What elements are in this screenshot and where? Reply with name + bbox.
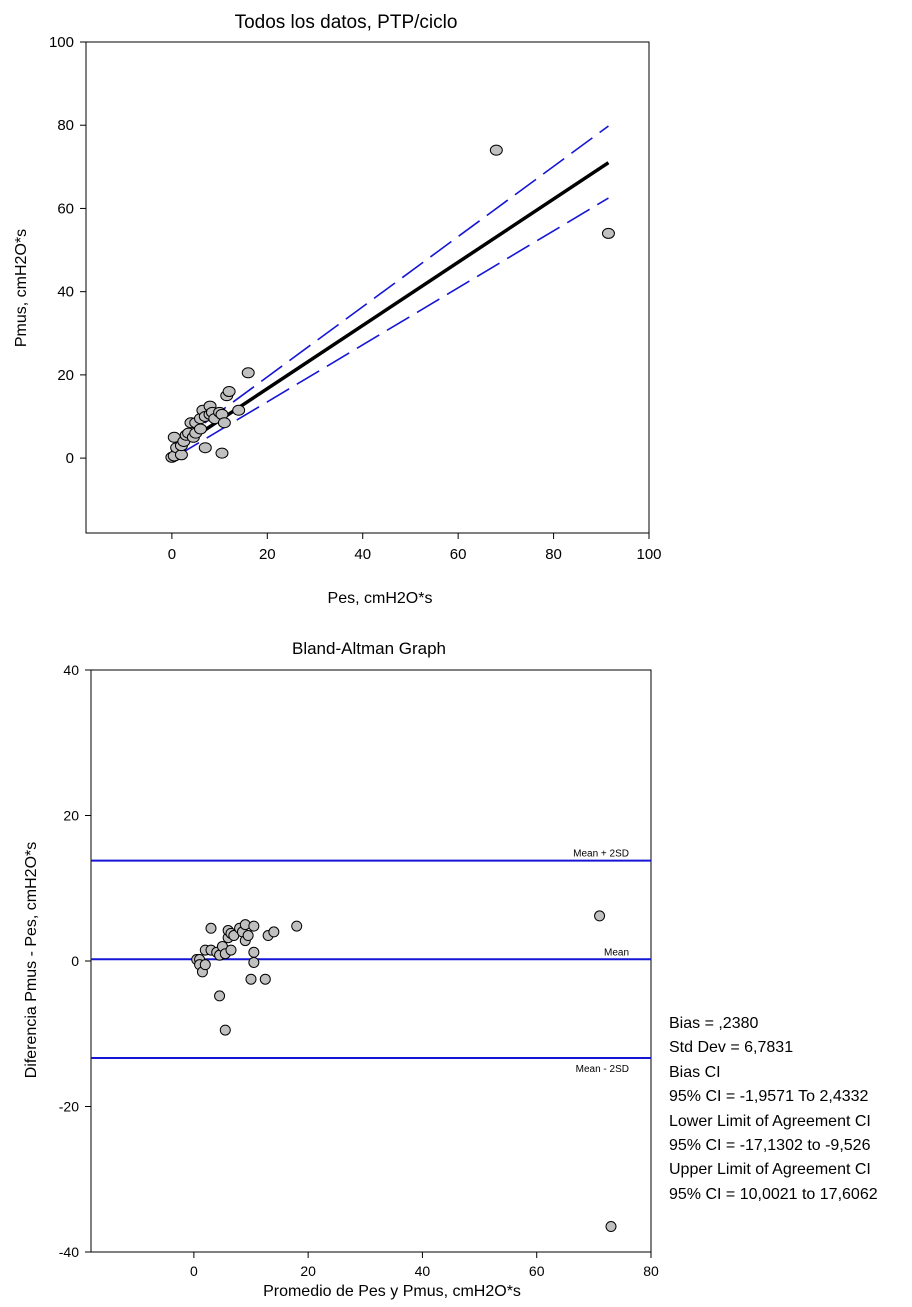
chart1-y-tick-label: 60 xyxy=(57,200,74,217)
chart1-y-tick-label: 40 xyxy=(57,284,74,301)
bias-ci-title: Bias CI xyxy=(669,1061,878,1085)
chart2-x-tick-label: 60 xyxy=(529,1263,545,1279)
bias-ci-text: 95% CI = -1,9571 To 2,4332 xyxy=(669,1085,878,1109)
chart1-data-point xyxy=(490,145,502,155)
chart1-y-tick-label: 100 xyxy=(49,34,74,51)
chart2-data-point xyxy=(269,927,279,937)
chart1-confidence-upper-line xyxy=(177,126,609,443)
chart1-data-point xyxy=(195,424,207,434)
chart2-data-point xyxy=(249,947,259,957)
chart2-title: Bland-Altman Graph xyxy=(292,639,446,658)
chart2-data-point xyxy=(226,945,236,955)
chart1-y-tick-label: 0 xyxy=(66,450,74,467)
chart2-data-point xyxy=(243,931,253,941)
chart2-x-tick-label: 80 xyxy=(643,1263,659,1279)
chart2-y-tick-label: 40 xyxy=(63,662,79,678)
chart1-y-label: Pmus, cmH2O*s xyxy=(13,229,30,347)
chart2-data-point xyxy=(206,923,216,933)
chart1-data-point xyxy=(602,228,614,238)
lower-loa-ci-text: 95% CI = -17,1302 to -9,526 xyxy=(669,1134,878,1158)
chart1-x-tick-label: 80 xyxy=(545,546,562,563)
chart1-y-axis: 0 20 40 60 80 100 xyxy=(49,34,86,467)
chart2-y-axis: -40 -20 0 20 40 xyxy=(59,662,91,1260)
lower-loa-title: Lower Limit of Agreement CI xyxy=(669,1110,878,1134)
chart1-data-point xyxy=(175,450,187,460)
chart1-data-point xyxy=(199,443,211,453)
bland-altman-chart: Bland-Altman Graph 0 20 40 60 80 -40 -20 0 20 40… xyxy=(23,639,659,1300)
chart2-x-axis: 0 20 40 60 80 xyxy=(190,1252,659,1279)
chart1-x-axis: 0 20 40 60 80 100 xyxy=(168,533,662,563)
chart2-x-tick-label: 40 xyxy=(415,1263,431,1279)
chart2-data-point xyxy=(249,921,259,931)
chart1-x-tick-label: 60 xyxy=(450,546,467,563)
chart1-data-point xyxy=(223,387,235,397)
chart2-x-tick-label: 0 xyxy=(190,1263,198,1279)
chart2-data-point xyxy=(249,957,259,967)
chart1-data-point xyxy=(216,448,228,458)
chart2-data-point xyxy=(200,960,210,970)
bland-altman-statistics: Bias = ,2380 Std Dev = 6,7831 Bias CI 95… xyxy=(669,1012,878,1207)
chart2-y-tick-label: -20 xyxy=(59,1099,79,1115)
chart2-data-point xyxy=(260,974,270,984)
chart2-y-label: Diferencia Pmus - Pes, cmH2O*s xyxy=(23,842,40,1079)
bias-text: Bias = ,2380 xyxy=(669,1012,878,1036)
chart2-reference-line-label: Mean xyxy=(604,947,629,958)
chart2-data-point xyxy=(595,911,605,921)
chart2-y-tick-label: -40 xyxy=(59,1244,79,1260)
chart1-x-tick-label: 100 xyxy=(636,546,661,563)
chart1-data-point xyxy=(233,405,245,415)
chart2-x-tick-label: 20 xyxy=(300,1263,316,1279)
chart2-data-point xyxy=(292,921,302,931)
upper-loa-title: Upper Limit of Agreement CI xyxy=(669,1158,878,1182)
chart2-data-point xyxy=(215,991,225,1001)
chart1-x-label: Pes, cmH2O*s xyxy=(328,590,433,607)
chart2-x-label: Promedio de Pes y Pmus, cmH2O*s xyxy=(263,1283,521,1300)
chart2-y-tick-label: 20 xyxy=(63,808,79,824)
std-dev-text: Std Dev = 6,7831 xyxy=(669,1036,878,1060)
chart1-x-tick-label: 20 xyxy=(259,546,276,563)
chart1-data-point xyxy=(218,418,230,428)
chart2-reference-lines: Mean + 2SD Mean Mean - 2SD xyxy=(91,849,651,1075)
chart2-plot-frame xyxy=(91,670,651,1252)
chart1-y-tick-label: 20 xyxy=(57,367,74,384)
chart1-title: Todos los datos, PTP/ciclo xyxy=(235,12,458,33)
chart2-y-tick-label: 0 xyxy=(71,953,79,969)
chart2-reference-line-label: Mean + 2SD xyxy=(573,849,629,860)
chart1-confidence-lower-line xyxy=(177,198,609,456)
scatter-chart-pmus-vs-pes: Todos los datos, PTP/ciclo 0 20 40 60 80 100 … xyxy=(13,12,662,607)
chart2-data-point xyxy=(220,1025,230,1035)
upper-loa-ci-text: 95% CI = 10,0021 to 17,6062 xyxy=(669,1183,878,1207)
chart1-data-point xyxy=(242,368,254,378)
chart2-reference-line-label: Mean - 2SD xyxy=(576,1064,629,1075)
chart2-data-point xyxy=(606,1222,616,1232)
chart1-y-tick-label: 80 xyxy=(57,117,74,134)
chart1-points xyxy=(166,145,615,462)
chart2-data-point xyxy=(246,974,256,984)
chart1-x-tick-label: 0 xyxy=(168,546,176,563)
chart1-x-tick-label: 40 xyxy=(354,546,371,563)
